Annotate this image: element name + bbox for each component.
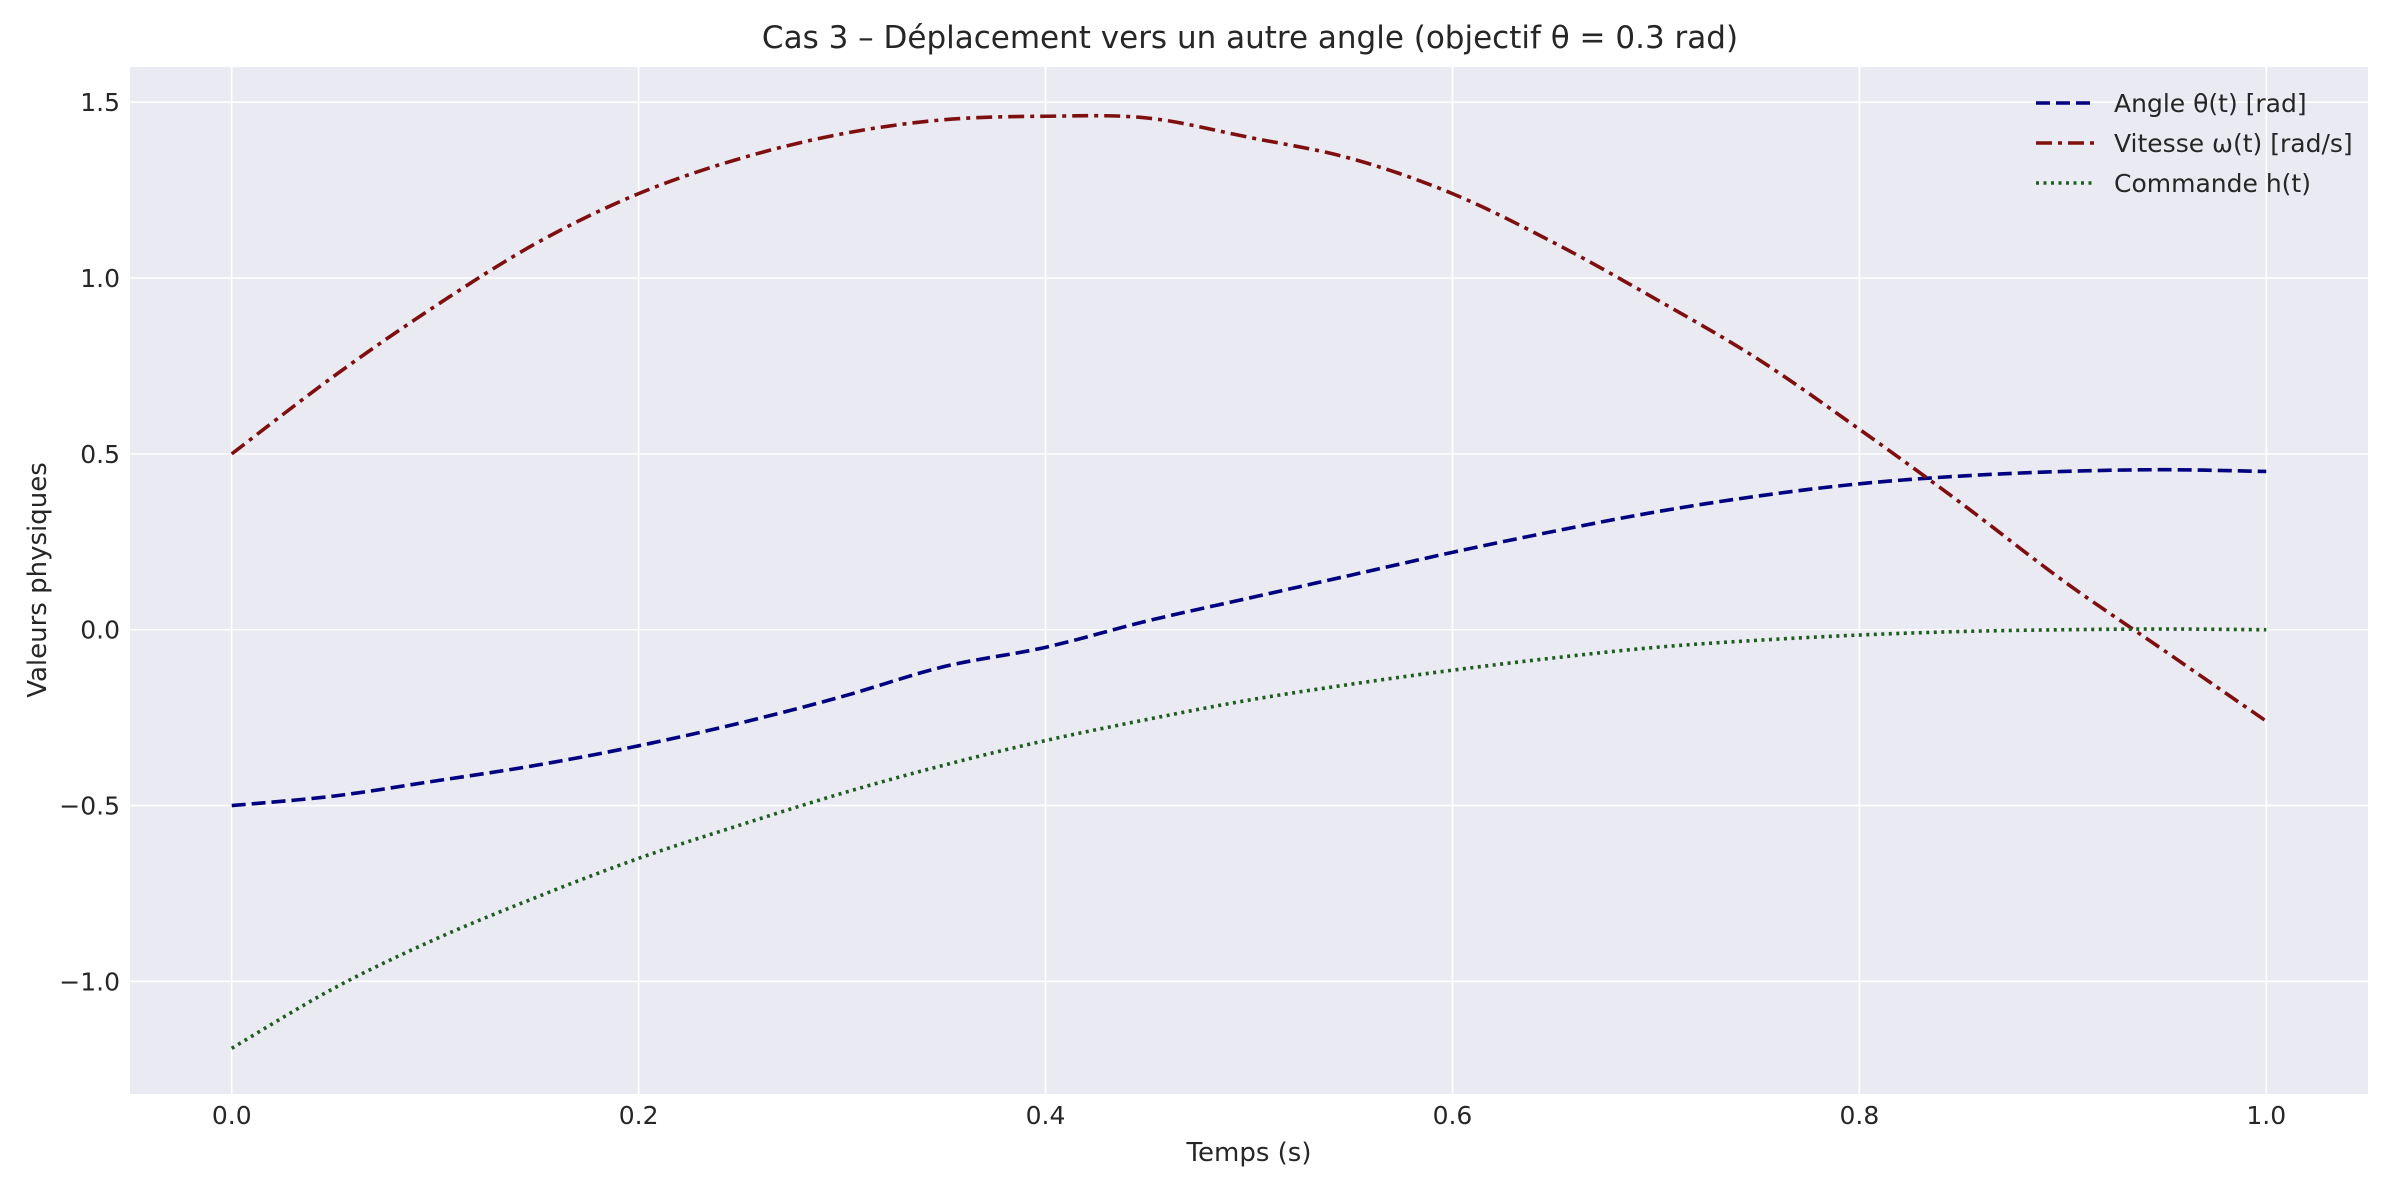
- x-tick-label: 0.0: [212, 1101, 252, 1130]
- x-tick-label: 0.4: [1026, 1101, 1066, 1130]
- y-tick-label: 1.0: [80, 264, 120, 293]
- legend-item-vitesse: Vitesse ω(t) [rad/s]: [2036, 129, 2353, 158]
- y-tick-label: 0.5: [80, 440, 120, 469]
- y-tick-label: 0.0: [80, 616, 120, 645]
- y-tick-label: −0.5: [59, 792, 120, 821]
- legend-label: Angle θ(t) [rad]: [2114, 89, 2307, 118]
- x-tick-label: 1.0: [2246, 1101, 2286, 1130]
- y-tick-label: 1.5: [80, 88, 120, 117]
- y-axis-label: Valeurs physiques: [23, 462, 53, 698]
- x-axis-label: Temps (s): [1186, 1138, 1312, 1168]
- legend: Angle θ(t) [rad] Vitesse ω(t) [rad/s] Comm…: [2036, 89, 2353, 198]
- chart-title: Cas 3 – Déplacement vers un autre angle …: [762, 20, 1738, 56]
- legend-label: Vitesse ω(t) [rad/s]: [2114, 129, 2353, 158]
- legend-label: Commande h(t): [2114, 169, 2311, 198]
- x-tick-label: 0.2: [619, 1101, 659, 1130]
- y-tick-labels: −1.0 −0.5 0.0 0.5 1.0 1.5: [59, 88, 120, 996]
- x-tick-labels: 0.0 0.2 0.4 0.6 0.8 1.0: [212, 1101, 2286, 1130]
- series-angle-line: [231, 467, 2267, 808]
- series-commande-line: [230, 627, 2267, 1050]
- x-tick-label: 0.6: [1433, 1101, 1473, 1130]
- plot-area: [130, 67, 2368, 1094]
- series-vitesse-line: [230, 113, 2268, 723]
- legend-item-commande: Commande h(t): [2036, 169, 2311, 198]
- legend-item-angle: Angle θ(t) [rad]: [2036, 89, 2307, 118]
- y-tick-label: −1.0: [59, 967, 120, 996]
- series-layer: [230, 113, 2268, 1050]
- x-tick-label: 0.8: [1839, 1101, 1879, 1130]
